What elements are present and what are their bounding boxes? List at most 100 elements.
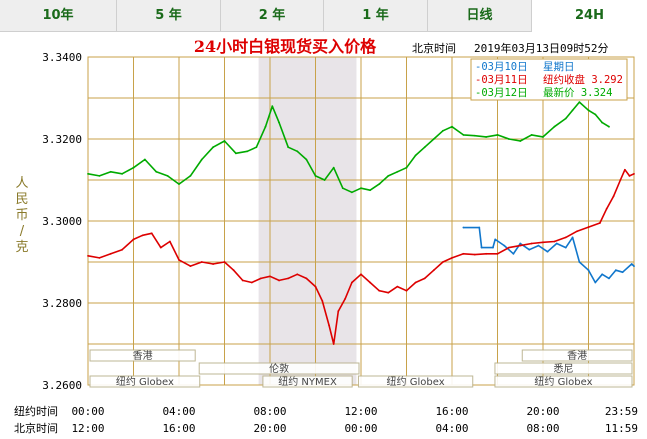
x-tick-label: 20:00 bbox=[253, 422, 286, 435]
session-label: 纽约 Globex bbox=[387, 375, 445, 388]
data-point bbox=[601, 121, 604, 124]
data-point bbox=[255, 146, 258, 149]
data-point bbox=[628, 175, 631, 177]
data-point bbox=[141, 234, 144, 237]
data-point bbox=[633, 172, 635, 175]
data-point bbox=[344, 298, 346, 300]
data-point bbox=[360, 187, 362, 190]
data-point bbox=[212, 146, 215, 149]
session-box bbox=[357, 375, 474, 388]
tab-1y[interactable]: 1 年 bbox=[324, 0, 428, 32]
data-point bbox=[546, 250, 549, 253]
grid-lines bbox=[88, 56, 634, 385]
data-point bbox=[369, 281, 371, 284]
data-point bbox=[150, 232, 153, 235]
data-point bbox=[587, 269, 590, 272]
data-point bbox=[576, 230, 579, 233]
data-point bbox=[332, 166, 335, 169]
legend: -03月10日 星期日 -03月11日 纽约收盘 3.292 -03月12日 最新价 3.… bbox=[470, 58, 628, 101]
data-point bbox=[314, 175, 317, 177]
data-point bbox=[619, 179, 622, 181]
tab-5y[interactable]: 5 年 bbox=[117, 0, 221, 32]
tab-24h[interactable]: 24H bbox=[532, 0, 647, 32]
data-point bbox=[305, 277, 308, 280]
data-point bbox=[159, 246, 162, 249]
data-point bbox=[278, 121, 280, 124]
y-axis-ticks: 3.3400 3.3200 3.3000 3.2800 3.2600 bbox=[42, 51, 82, 392]
data-point bbox=[442, 261, 444, 263]
data-point bbox=[633, 265, 635, 267]
data-point bbox=[503, 244, 506, 247]
data-point bbox=[369, 189, 371, 192]
data-point bbox=[87, 172, 89, 175]
data-point bbox=[542, 136, 544, 138]
x-tick-label: 12:00 bbox=[71, 422, 104, 435]
data-point bbox=[178, 183, 180, 186]
data-point bbox=[305, 158, 308, 161]
data-point bbox=[264, 125, 267, 128]
data-point bbox=[296, 273, 299, 276]
data-point bbox=[605, 207, 608, 210]
data-point bbox=[250, 281, 253, 284]
data-point bbox=[614, 269, 617, 272]
data-point bbox=[478, 226, 481, 229]
data-point bbox=[553, 240, 556, 243]
session-label: 香港 bbox=[133, 350, 153, 362]
data-point bbox=[405, 166, 408, 169]
y-axis-label: 人民币/克 bbox=[15, 176, 28, 255]
data-point bbox=[314, 285, 317, 288]
data-point bbox=[485, 136, 488, 138]
session-box bbox=[89, 349, 196, 362]
data-point bbox=[296, 150, 299, 153]
data-point bbox=[87, 254, 89, 257]
data-point bbox=[530, 242, 533, 245]
data-point bbox=[598, 222, 601, 224]
x-tick-label: 04:00 bbox=[162, 405, 195, 418]
data-point bbox=[223, 140, 226, 142]
data-point bbox=[328, 324, 331, 327]
data-point bbox=[200, 158, 203, 161]
data-point bbox=[387, 291, 390, 294]
data-point bbox=[423, 277, 426, 280]
period-tabs: 10年 5 年 2 年 1 年 日线 24H bbox=[0, 0, 647, 32]
data-point bbox=[287, 146, 290, 149]
data-point bbox=[232, 269, 235, 272]
data-point bbox=[323, 179, 326, 181]
data-point bbox=[630, 263, 633, 265]
data-point bbox=[451, 257, 453, 259]
data-point bbox=[341, 187, 344, 190]
header-time-label: 北京时间 bbox=[412, 41, 456, 55]
data-point bbox=[378, 289, 381, 292]
tab-daily[interactable]: 日线 bbox=[428, 0, 532, 32]
tab-2y[interactable]: 2 年 bbox=[221, 0, 324, 32]
data-point bbox=[462, 226, 465, 229]
data-point bbox=[473, 134, 476, 137]
session-box bbox=[198, 362, 360, 375]
data-point bbox=[519, 244, 522, 247]
tab-10y[interactable]: 10年 bbox=[0, 0, 117, 32]
data-point bbox=[143, 158, 146, 161]
data-point bbox=[378, 183, 381, 186]
x-tick-label: 11:59 bbox=[605, 422, 638, 435]
data-point bbox=[507, 138, 510, 140]
data-point bbox=[542, 241, 544, 244]
data-point bbox=[351, 281, 353, 284]
series-line bbox=[87, 101, 610, 194]
data-point bbox=[601, 273, 604, 276]
data-point bbox=[109, 170, 112, 173]
session-box bbox=[89, 375, 201, 388]
data-point bbox=[351, 191, 353, 194]
data-point bbox=[200, 261, 203, 263]
data-point bbox=[594, 281, 597, 284]
data-point bbox=[480, 246, 483, 249]
data-point bbox=[507, 246, 510, 249]
data-point bbox=[321, 300, 324, 302]
data-point bbox=[564, 236, 567, 239]
data-point bbox=[578, 261, 581, 263]
data-point bbox=[621, 271, 624, 274]
data-point bbox=[432, 138, 435, 140]
session-label: 香港 bbox=[567, 350, 587, 362]
data-point bbox=[98, 257, 101, 259]
session-box bbox=[521, 349, 633, 362]
